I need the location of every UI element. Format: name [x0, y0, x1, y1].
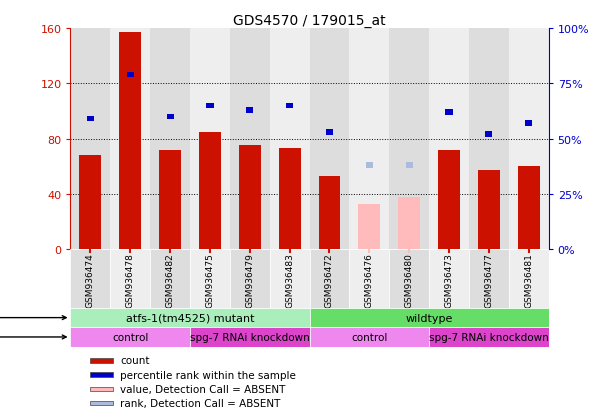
Bar: [190, 328, 310, 347]
Bar: [110, 249, 150, 308]
Bar: [286, 103, 293, 109]
Text: percentile rank within the sample: percentile rank within the sample: [120, 370, 296, 380]
Bar: [246, 108, 253, 113]
Bar: [230, 29, 270, 249]
Text: control: control: [351, 332, 387, 342]
Bar: [438, 150, 460, 249]
Text: GSM936474: GSM936474: [86, 252, 95, 307]
Text: value, Detection Call = ABSENT: value, Detection Call = ABSENT: [120, 384, 286, 394]
Bar: [150, 249, 190, 308]
Text: GSM936480: GSM936480: [405, 252, 414, 307]
Text: GSM936476: GSM936476: [365, 252, 374, 307]
Bar: [70, 328, 190, 347]
Bar: [310, 328, 429, 347]
Text: GSM936483: GSM936483: [285, 252, 294, 307]
Bar: [429, 249, 469, 308]
Bar: [110, 29, 150, 249]
Text: GSM936472: GSM936472: [325, 252, 334, 307]
Bar: [190, 249, 230, 308]
Bar: [518, 167, 539, 249]
Bar: [87, 116, 94, 122]
Text: spg-7 RNAi knockdown: spg-7 RNAi knockdown: [190, 332, 310, 342]
Text: protocol: protocol: [0, 332, 66, 342]
Text: spg-7 RNAi knockdown: spg-7 RNAi knockdown: [429, 332, 549, 342]
Text: GSM936482: GSM936482: [166, 252, 175, 307]
Text: GSM936477: GSM936477: [484, 252, 493, 307]
Bar: [525, 121, 532, 126]
Bar: [349, 249, 389, 308]
Bar: [310, 29, 349, 249]
Bar: [199, 132, 221, 249]
Bar: [190, 29, 230, 249]
Text: wildtype: wildtype: [405, 313, 453, 323]
Bar: [270, 29, 310, 249]
Bar: [80, 156, 101, 249]
Bar: [70, 29, 110, 249]
Bar: [159, 150, 181, 249]
Text: GSM936473: GSM936473: [444, 252, 454, 307]
Bar: [310, 308, 549, 328]
Bar: [319, 176, 340, 249]
Text: control: control: [112, 332, 148, 342]
Bar: [485, 132, 492, 138]
Bar: [167, 114, 173, 120]
Bar: [349, 29, 389, 249]
Bar: [398, 197, 420, 249]
Bar: [70, 249, 110, 308]
Bar: [469, 29, 509, 249]
Text: rank, Detection Call = ABSENT: rank, Detection Call = ABSENT: [120, 398, 281, 408]
Bar: [429, 328, 549, 347]
Bar: [429, 29, 469, 249]
Bar: [366, 163, 373, 169]
Bar: [89, 401, 113, 406]
Bar: [239, 146, 261, 249]
Text: GSM936475: GSM936475: [205, 252, 215, 307]
Bar: [89, 373, 113, 377]
Bar: [478, 171, 500, 249]
Bar: [70, 308, 310, 328]
Bar: [389, 249, 429, 308]
Bar: [446, 110, 452, 116]
Bar: [406, 163, 413, 169]
Bar: [310, 249, 349, 308]
Bar: [120, 33, 141, 249]
Bar: [509, 249, 549, 308]
Bar: [230, 249, 270, 308]
Bar: [279, 149, 300, 249]
Bar: [469, 249, 509, 308]
Bar: [509, 29, 549, 249]
Bar: [89, 387, 113, 391]
Bar: [359, 204, 380, 249]
Bar: [389, 29, 429, 249]
Bar: [326, 130, 333, 135]
Bar: [89, 358, 113, 363]
Text: genotype/variation: genotype/variation: [0, 313, 66, 323]
Text: atfs-1(tm4525) mutant: atfs-1(tm4525) mutant: [126, 313, 254, 323]
Text: GSM936481: GSM936481: [524, 252, 533, 307]
Text: count: count: [120, 356, 150, 366]
Title: GDS4570 / 179015_at: GDS4570 / 179015_at: [234, 14, 386, 28]
Bar: [207, 103, 213, 109]
Text: GSM936479: GSM936479: [245, 252, 254, 307]
Bar: [127, 73, 134, 78]
Text: GSM936478: GSM936478: [126, 252, 135, 307]
Bar: [270, 249, 310, 308]
Bar: [150, 29, 190, 249]
